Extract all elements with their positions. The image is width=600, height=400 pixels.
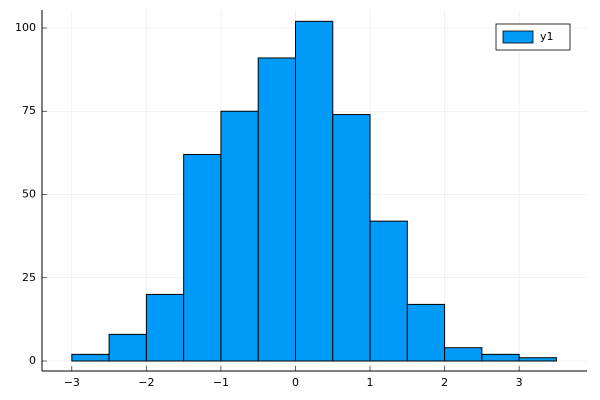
y-tick-label: 50 (22, 187, 36, 200)
bar (145, 293, 185, 362)
legend-label: y1 (540, 30, 554, 43)
bar (332, 114, 371, 362)
y-tick-label: 75 (22, 104, 36, 117)
bar (183, 154, 222, 362)
bar (294, 20, 334, 362)
bar (518, 357, 557, 362)
x-tick-label: −2 (138, 376, 154, 389)
x-tick-label: 0 (292, 376, 299, 389)
bar (444, 347, 483, 362)
legend: y1 (495, 23, 571, 51)
bar (257, 57, 296, 362)
bar (481, 353, 520, 362)
bar (406, 303, 446, 362)
x-tick-label: 2 (441, 376, 448, 389)
x-tick-label: −3 (64, 376, 80, 389)
legend-swatch (502, 30, 534, 44)
bar (71, 353, 110, 362)
bar (220, 110, 259, 362)
x-tick-label: 3 (516, 376, 523, 389)
bar (369, 220, 408, 362)
bar (108, 333, 147, 362)
y-tick-label: 0 (29, 354, 36, 367)
y-tick-label: 25 (22, 271, 36, 284)
x-tick-label: −1 (213, 376, 229, 389)
y-tick-label: 100 (15, 21, 36, 34)
x-tick-label: 1 (367, 376, 374, 389)
